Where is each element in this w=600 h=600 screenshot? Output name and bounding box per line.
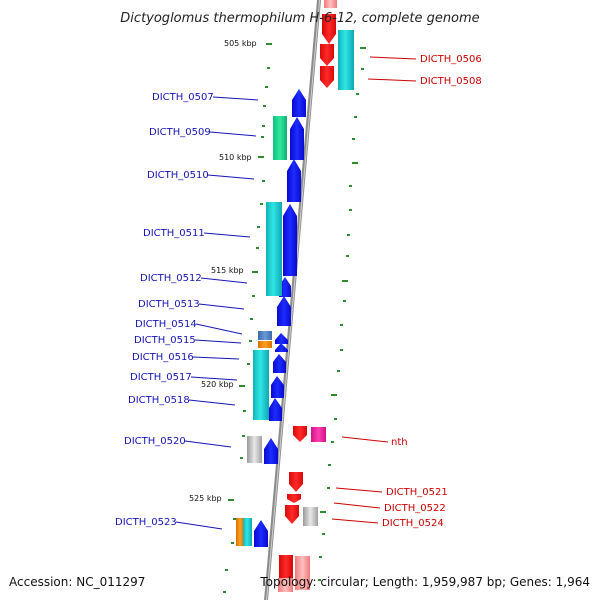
scale-labels: 505 kbp 510 kbp 515 kbp 520 kbp 525 kbp bbox=[189, 39, 257, 503]
gene-arrow[interactable] bbox=[293, 426, 307, 442]
scale-ticks bbox=[223, 43, 366, 593]
gene-arrow[interactable] bbox=[264, 438, 278, 464]
gene-label-dicth-0508: DICTH_0508 bbox=[420, 76, 482, 87]
gene-arrow[interactable] bbox=[320, 44, 334, 66]
scale-label-510: 510 kbp bbox=[219, 153, 252, 162]
gene-label-dicth-0510: DICTH_0510 bbox=[147, 170, 209, 181]
gene-label-dicth-0511: DICTH_0511 bbox=[143, 228, 205, 239]
gene-label-dicth-0509: DICTH_0509 bbox=[149, 127, 211, 138]
scale-label-520: 520 kbp bbox=[201, 380, 234, 389]
gene-arrow[interactable] bbox=[289, 472, 303, 492]
gene-label-dicth-0523: DICTH_0523 bbox=[115, 517, 177, 528]
gene-label-dicth-0513: DICTH_0513 bbox=[138, 299, 200, 310]
genome-summary: Topology: circular; Length: 1,959,987 bp… bbox=[259, 575, 590, 589]
gene-arrow[interactable] bbox=[279, 555, 293, 578]
gene-block[interactable] bbox=[303, 507, 318, 526]
accession-label: Accession: NC_011297 bbox=[9, 575, 145, 589]
gene-arrow[interactable] bbox=[287, 494, 301, 503]
gene-block[interactable] bbox=[338, 30, 354, 90]
gene-arrow[interactable] bbox=[285, 505, 299, 524]
gene-arrow[interactable] bbox=[322, 14, 336, 44]
gene-block[interactable] bbox=[236, 518, 244, 546]
reverse-strand-genes bbox=[278, 0, 354, 592]
gene-label-dicth-0517: DICTH_0517 bbox=[130, 372, 192, 383]
gene-label-dicth-0507: DICTH_0507 bbox=[152, 92, 214, 103]
gene-block[interactable] bbox=[258, 331, 272, 340]
scale-label-525: 525 kbp bbox=[189, 494, 222, 503]
gene-block[interactable] bbox=[258, 341, 272, 348]
gene-block[interactable] bbox=[253, 350, 269, 420]
gene-label-dicth-0522: DICTH_0522 bbox=[384, 503, 446, 514]
gene-block[interactable] bbox=[243, 518, 252, 546]
gene-arrow[interactable] bbox=[283, 204, 297, 276]
gene-block[interactable] bbox=[273, 116, 287, 160]
gene-label-dicth-0514: DICTH_0514 bbox=[135, 319, 197, 330]
gene-block[interactable] bbox=[295, 556, 310, 590]
genome-backbone bbox=[264, 0, 321, 600]
gene-arrow[interactable] bbox=[292, 89, 306, 117]
gene-arrow[interactable] bbox=[273, 354, 286, 373]
gene-label-dicth-0512: DICTH_0512 bbox=[140, 273, 202, 284]
gene-label-dicth-0515: DICTH_0515 bbox=[134, 335, 196, 346]
left-gene-labels: DICTH_0507 DICTH_0509 DICTH_0510 DICTH_0… bbox=[115, 92, 214, 528]
left-leader-lines bbox=[175, 96, 259, 530]
right-gene-labels: DICTH_0506 DICTH_0508 nth DICTH_0521 DIC… bbox=[382, 54, 482, 529]
gene-arrow[interactable] bbox=[277, 296, 291, 326]
gene-label-dicth-0521: DICTH_0521 bbox=[386, 487, 448, 498]
gene-arrow[interactable] bbox=[290, 117, 304, 160]
gene-arrow[interactable] bbox=[275, 343, 288, 352]
forward-strand-genes bbox=[236, 89, 306, 547]
scale-label-515: 515 kbp bbox=[211, 266, 244, 275]
gene-arrow[interactable] bbox=[271, 376, 284, 398]
gene-arrow[interactable] bbox=[324, 0, 337, 8]
gene-arrow[interactable] bbox=[287, 159, 301, 202]
gene-block[interactable] bbox=[247, 436, 262, 463]
gene-label-nth: nth bbox=[391, 437, 408, 448]
gene-label-dicth-0524: DICTH_0524 bbox=[382, 518, 444, 529]
scale-label-505: 505 kbp bbox=[224, 39, 257, 48]
map-title: Dictyoglomus thermophilum H-6-12, comple… bbox=[120, 11, 479, 26]
gene-arrow[interactable] bbox=[275, 333, 288, 344]
gene-arrow[interactable] bbox=[320, 66, 334, 88]
right-leader-lines bbox=[331, 56, 417, 524]
gene-block[interactable] bbox=[266, 202, 282, 296]
gene-arrow[interactable] bbox=[269, 398, 282, 421]
gene-label-dicth-0516: DICTH_0516 bbox=[132, 352, 194, 363]
gene-label-dicth-0506: DICTH_0506 bbox=[420, 54, 482, 65]
gene-label-dicth-0518: DICTH_0518 bbox=[128, 395, 190, 406]
gene-label-dicth-0520: DICTH_0520 bbox=[124, 436, 186, 447]
gene-block[interactable] bbox=[311, 427, 326, 442]
gene-block[interactable] bbox=[278, 578, 293, 592]
gene-arrow[interactable] bbox=[254, 520, 268, 547]
